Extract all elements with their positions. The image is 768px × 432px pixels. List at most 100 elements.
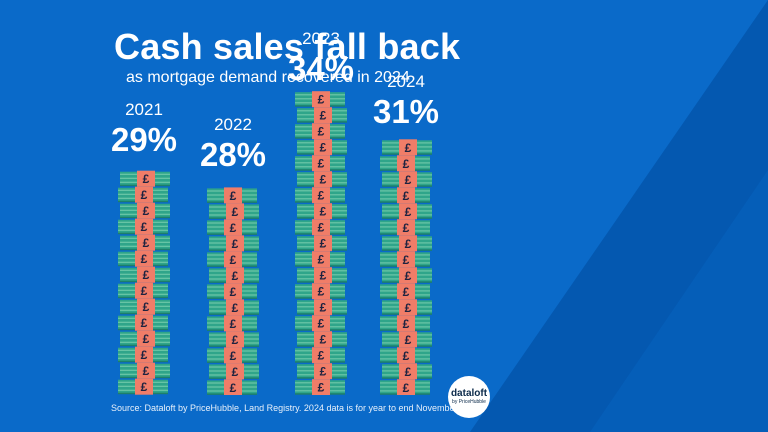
svg-text:£: £ bbox=[318, 316, 325, 330]
svg-text:£: £ bbox=[320, 108, 327, 122]
bar-2024: £ £ £ £ £ £ £ £ £ £ £ £ £ £ £ £ bbox=[380, 138, 432, 395]
svg-text:£: £ bbox=[230, 348, 237, 362]
pound-banknote-bundle-icon: £ bbox=[209, 298, 259, 315]
svg-text:£: £ bbox=[405, 332, 412, 346]
svg-text:£: £ bbox=[143, 172, 150, 186]
pound-banknote-bundle-icon: £ bbox=[295, 186, 345, 203]
logo-tagline: by PriceHubble bbox=[452, 399, 486, 405]
svg-text:£: £ bbox=[318, 284, 325, 298]
pound-banknote-bundle-icon: £ bbox=[120, 234, 170, 251]
percent-label: 29% bbox=[110, 121, 178, 159]
pound-banknote-bundle-icon: £ bbox=[382, 298, 432, 315]
svg-text:£: £ bbox=[232, 204, 239, 218]
bar-2023: £ £ £ £ £ £ £ £ £ £ £ £ £ £ £ £ £ £ £ bbox=[295, 90, 347, 395]
svg-text:£: £ bbox=[232, 364, 239, 378]
svg-text:£: £ bbox=[318, 124, 325, 138]
pound-banknote-bundle-icon: £ bbox=[207, 314, 257, 331]
svg-text:£: £ bbox=[318, 348, 325, 362]
pound-banknote-bundle-icon: £ bbox=[118, 378, 168, 395]
pound-banknote-bundle-icon: £ bbox=[295, 346, 345, 363]
svg-text:£: £ bbox=[232, 300, 239, 314]
svg-text:£: £ bbox=[141, 220, 148, 234]
pound-banknote-bundle-icon: £ bbox=[120, 202, 170, 219]
pound-banknote-bundle-icon: £ bbox=[118, 186, 168, 203]
pound-banknote-bundle-icon: £ bbox=[295, 378, 345, 395]
pound-banknote-bundle-icon: £ bbox=[297, 106, 347, 123]
svg-text:£: £ bbox=[405, 204, 412, 218]
pound-banknote-bundle-icon: £ bbox=[297, 266, 347, 283]
svg-text:£: £ bbox=[232, 332, 239, 346]
svg-text:£: £ bbox=[320, 268, 327, 282]
svg-text:£: £ bbox=[405, 300, 412, 314]
pound-banknote-bundle-icon: £ bbox=[295, 122, 345, 139]
pound-banknote-bundle-icon: £ bbox=[120, 362, 170, 379]
svg-text:£: £ bbox=[403, 348, 410, 362]
pound-banknote-bundle-icon: £ bbox=[295, 250, 345, 267]
svg-text:£: £ bbox=[143, 236, 150, 250]
pound-banknote-bundle-icon: £ bbox=[380, 314, 430, 331]
svg-text:£: £ bbox=[230, 220, 237, 234]
pound-banknote-bundle-icon: £ bbox=[297, 234, 347, 251]
svg-text:£: £ bbox=[403, 316, 410, 330]
svg-text:£: £ bbox=[403, 252, 410, 266]
svg-text:£: £ bbox=[232, 268, 239, 282]
svg-text:£: £ bbox=[405, 364, 412, 378]
pound-banknote-bundle-icon: £ bbox=[209, 202, 259, 219]
pound-banknote-bundle-icon: £ bbox=[209, 266, 259, 283]
svg-text:£: £ bbox=[320, 300, 327, 314]
svg-text:£: £ bbox=[320, 140, 327, 154]
pound-banknote-bundle-icon: £ bbox=[295, 90, 345, 107]
pound-banknote-bundle-icon: £ bbox=[209, 362, 259, 379]
pound-banknote-bundle-icon: £ bbox=[120, 170, 170, 187]
svg-text:£: £ bbox=[318, 92, 325, 106]
pound-banknote-bundle-icon: £ bbox=[380, 154, 430, 171]
svg-text:£: £ bbox=[230, 188, 237, 202]
pound-banknote-bundle-icon: £ bbox=[382, 138, 432, 155]
pound-banknote-bundle-icon: £ bbox=[382, 234, 432, 251]
svg-text:£: £ bbox=[141, 316, 148, 330]
svg-text:£: £ bbox=[141, 380, 148, 394]
svg-text:£: £ bbox=[143, 364, 150, 378]
svg-text:£: £ bbox=[318, 156, 325, 170]
svg-text:£: £ bbox=[403, 188, 410, 202]
year-label: 2021 bbox=[125, 100, 163, 120]
pound-banknote-bundle-icon: £ bbox=[120, 298, 170, 315]
pound-banknote-bundle-icon: £ bbox=[380, 378, 430, 395]
logo-name: dataloft bbox=[450, 388, 488, 399]
pound-banknote-bundle-icon: £ bbox=[209, 330, 259, 347]
chart-subtitle: as mortgage demand recovered in 2024 bbox=[126, 69, 410, 86]
pound-banknote-bundle-icon: £ bbox=[120, 266, 170, 283]
pound-banknote-bundle-icon: £ bbox=[207, 218, 257, 235]
pound-banknote-bundle-icon: £ bbox=[380, 346, 430, 363]
pound-banknote-bundle-icon: £ bbox=[380, 250, 430, 267]
pound-banknote-bundle-icon: £ bbox=[382, 170, 432, 187]
svg-text:£: £ bbox=[403, 284, 410, 298]
chart-title: Cash sales fall back bbox=[114, 26, 461, 67]
svg-text:£: £ bbox=[405, 268, 412, 282]
pound-banknote-bundle-icon: £ bbox=[207, 186, 257, 203]
svg-text:£: £ bbox=[143, 332, 150, 346]
pound-banknote-bundle-icon: £ bbox=[118, 346, 168, 363]
pound-banknote-bundle-icon: £ bbox=[207, 346, 257, 363]
pound-banknote-bundle-icon: £ bbox=[118, 282, 168, 299]
svg-text:£: £ bbox=[318, 252, 325, 266]
percent-label: 34% bbox=[287, 49, 355, 87]
bar-2021: £ £ £ £ £ £ £ £ £ £ £ £ £ £ bbox=[118, 170, 170, 395]
svg-text:£: £ bbox=[318, 188, 325, 202]
svg-text:£: £ bbox=[143, 204, 150, 218]
pound-banknote-bundle-icon: £ bbox=[209, 234, 259, 251]
pound-banknote-bundle-icon: £ bbox=[297, 362, 347, 379]
dataloft-logo: dataloft by PriceHubble bbox=[448, 376, 490, 418]
pound-banknote-bundle-icon: £ bbox=[295, 314, 345, 331]
svg-text:£: £ bbox=[230, 316, 237, 330]
pound-banknote-bundle-icon: £ bbox=[295, 154, 345, 171]
svg-text:£: £ bbox=[320, 364, 327, 378]
pound-banknote-bundle-icon: £ bbox=[382, 266, 432, 283]
svg-text:£: £ bbox=[318, 380, 325, 394]
pound-banknote-bundle-icon: £ bbox=[118, 218, 168, 235]
svg-text:£: £ bbox=[403, 156, 410, 170]
svg-text:£: £ bbox=[230, 252, 237, 266]
source-note: Source: Dataloft by PriceHubble, Land Re… bbox=[111, 403, 458, 413]
